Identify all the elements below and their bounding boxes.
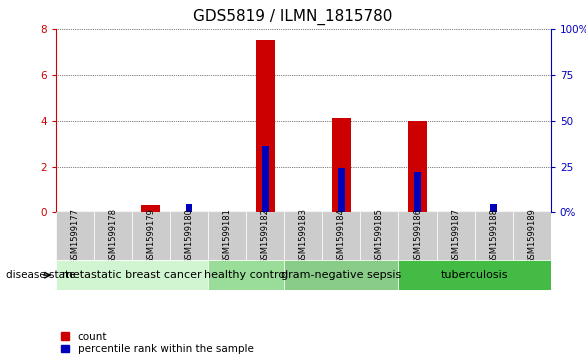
- Legend: count, percentile rank within the sample: count, percentile rank within the sample: [61, 331, 253, 354]
- Text: metastatic breast cancer: metastatic breast cancer: [62, 270, 202, 280]
- Bar: [360, 212, 398, 260]
- Bar: [56, 260, 208, 290]
- Bar: [141, 205, 161, 212]
- Bar: [246, 212, 284, 260]
- Text: GSM1599180: GSM1599180: [185, 208, 193, 264]
- Bar: [284, 260, 398, 290]
- Text: GSM1599184: GSM1599184: [337, 208, 346, 264]
- Text: disease state: disease state: [6, 270, 76, 280]
- Bar: [94, 212, 132, 260]
- Text: GSM1599177: GSM1599177: [70, 208, 79, 264]
- Bar: [208, 260, 284, 290]
- Bar: [284, 212, 322, 260]
- Text: GSM1599179: GSM1599179: [146, 208, 155, 264]
- Bar: [437, 212, 475, 260]
- Text: GDS5819 / ILMN_1815780: GDS5819 / ILMN_1815780: [193, 9, 393, 25]
- Text: GSM1599183: GSM1599183: [299, 208, 308, 264]
- Text: GSM1599178: GSM1599178: [108, 208, 117, 264]
- Bar: [255, 41, 275, 212]
- Bar: [132, 212, 170, 260]
- Text: GSM1599188: GSM1599188: [489, 208, 498, 264]
- Text: GSM1599187: GSM1599187: [451, 208, 460, 264]
- Text: tuberculosis: tuberculosis: [441, 270, 509, 280]
- Bar: [186, 204, 192, 212]
- Bar: [398, 260, 551, 290]
- Bar: [414, 172, 421, 212]
- Bar: [262, 146, 268, 212]
- Text: GSM1599186: GSM1599186: [413, 208, 422, 264]
- Bar: [475, 212, 513, 260]
- Bar: [490, 204, 497, 212]
- Text: GSM1599181: GSM1599181: [223, 208, 231, 264]
- Text: GSM1599182: GSM1599182: [261, 208, 270, 264]
- Bar: [513, 212, 551, 260]
- Bar: [170, 212, 208, 260]
- Bar: [408, 121, 427, 212]
- Bar: [322, 212, 360, 260]
- Text: gram-negative sepsis: gram-negative sepsis: [281, 270, 401, 280]
- Bar: [332, 118, 351, 212]
- Bar: [56, 212, 94, 260]
- Text: healthy control: healthy control: [204, 270, 288, 280]
- Bar: [208, 212, 246, 260]
- Bar: [398, 212, 437, 260]
- Bar: [338, 168, 345, 212]
- Text: GSM1599189: GSM1599189: [527, 208, 536, 264]
- Text: GSM1599185: GSM1599185: [375, 208, 384, 264]
